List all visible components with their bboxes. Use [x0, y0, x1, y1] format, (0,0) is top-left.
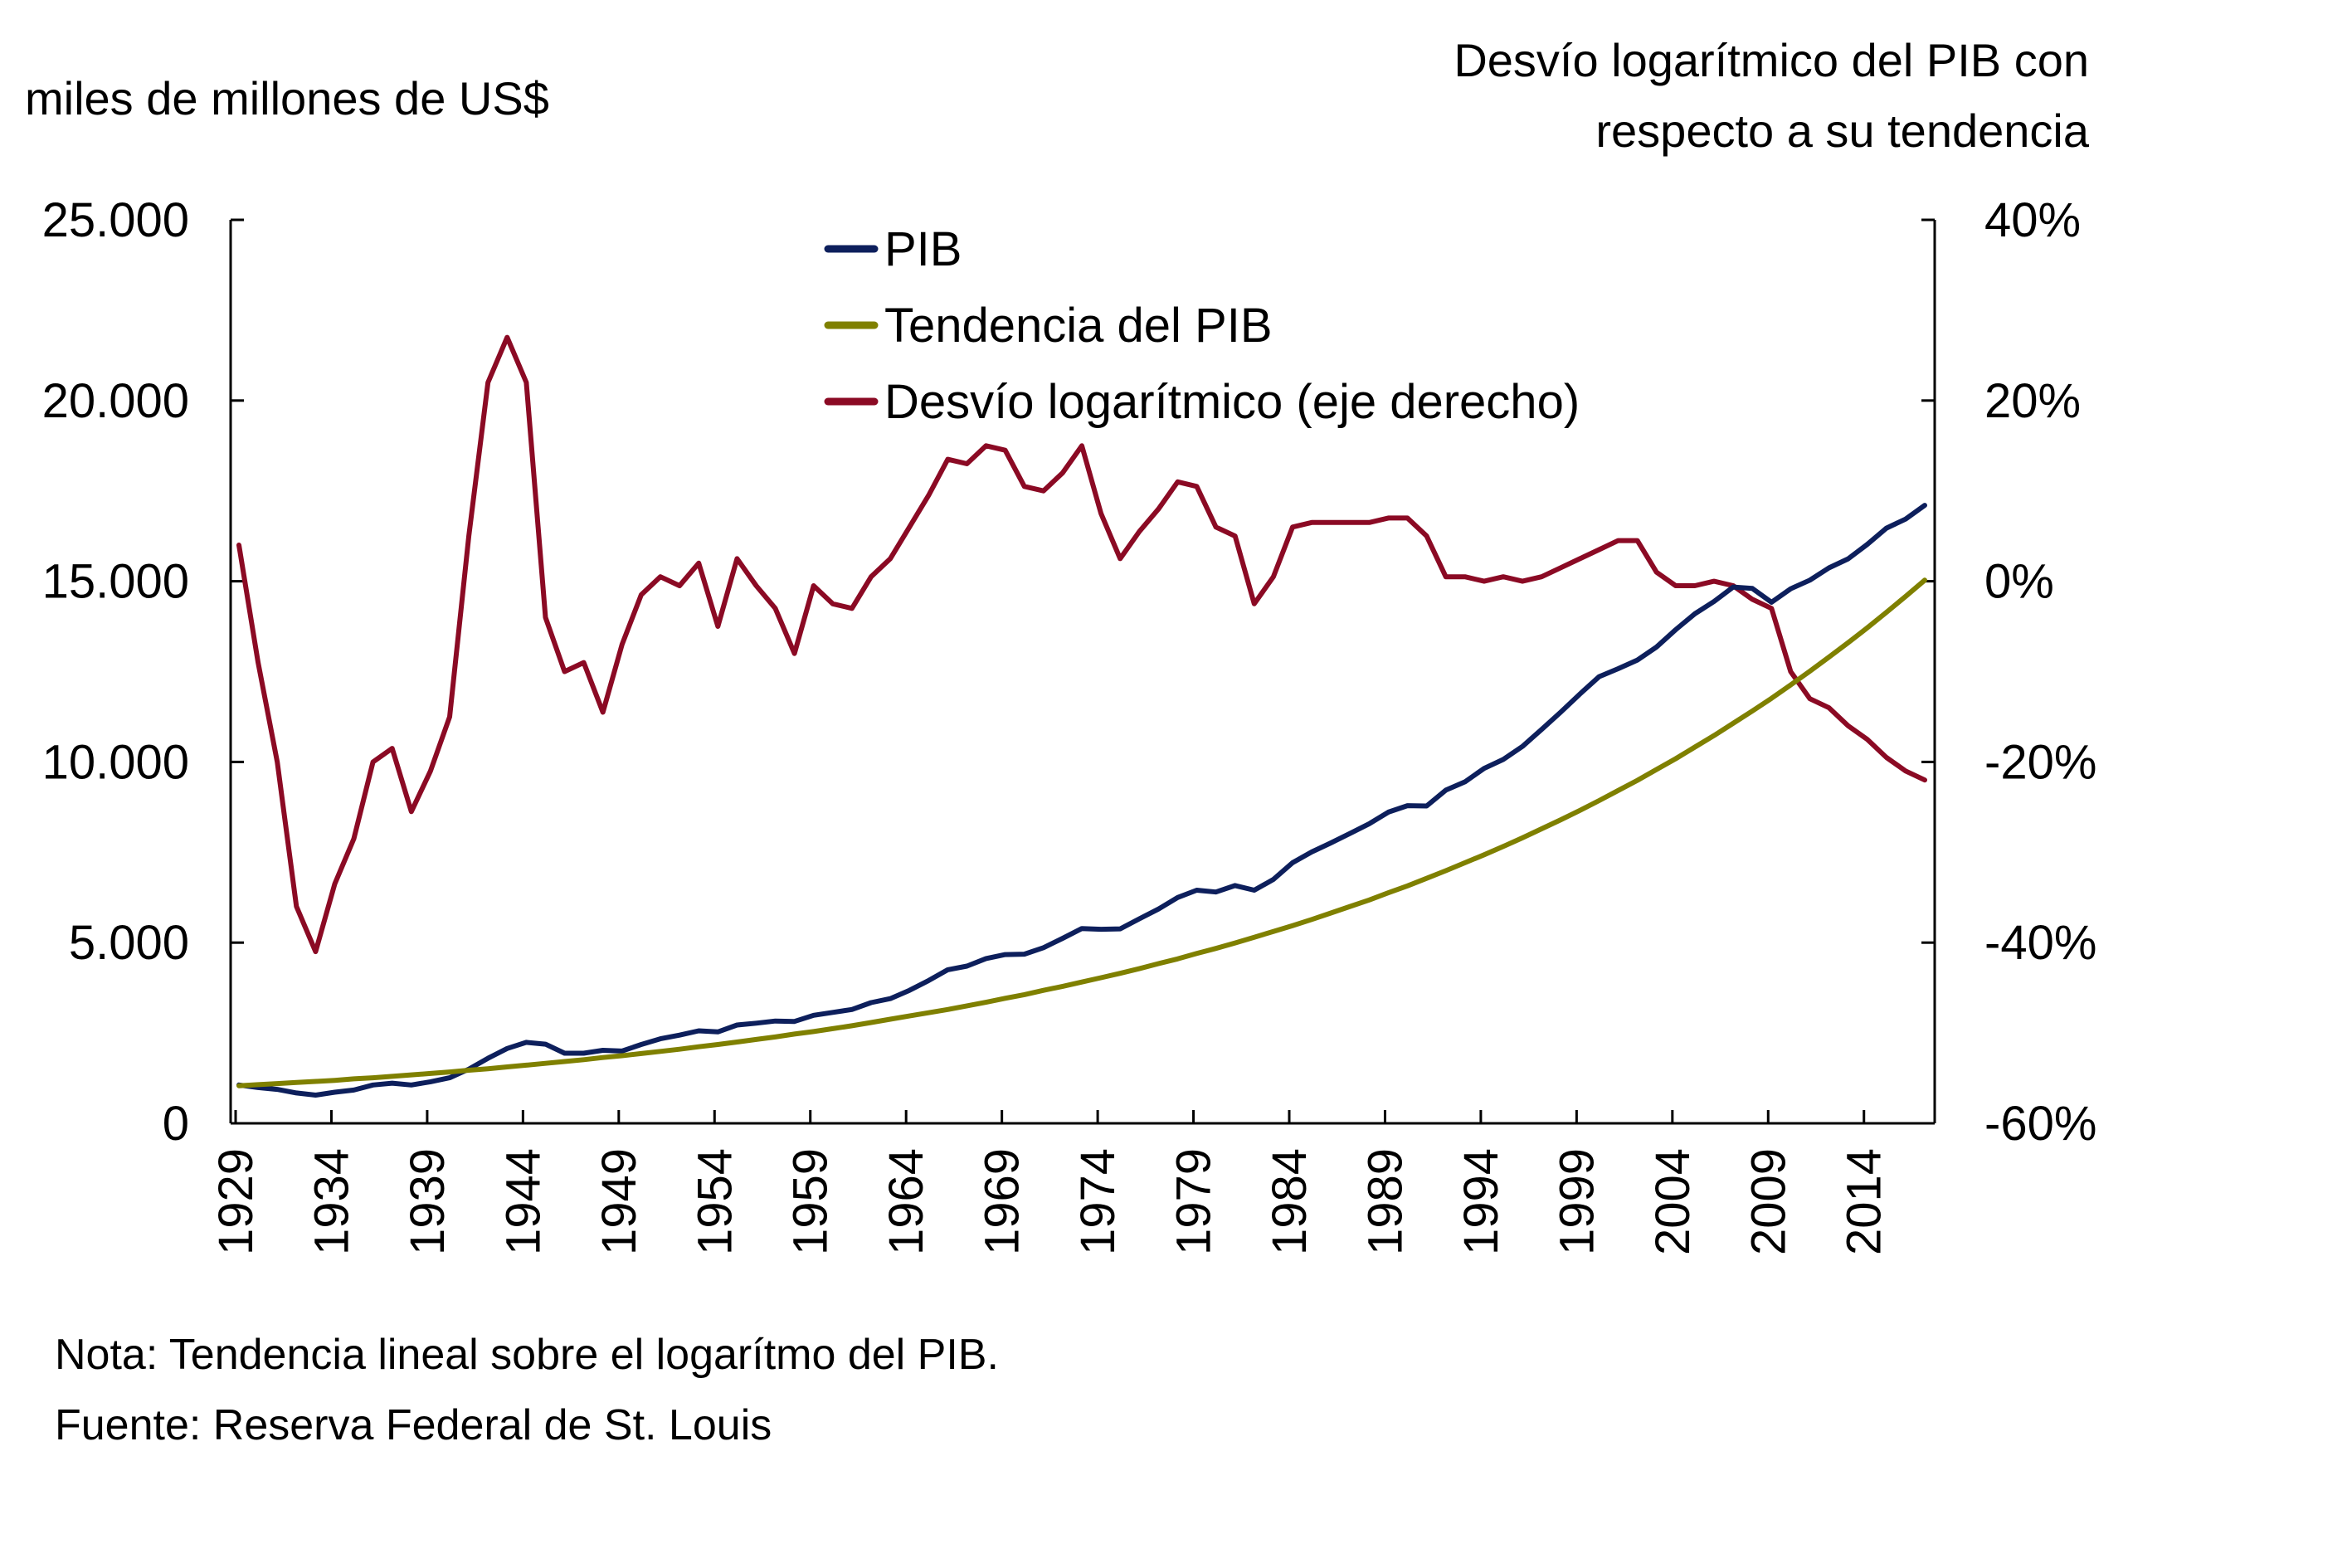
xtick-label: 1949	[592, 1148, 646, 1255]
right-ytick-label: 40%	[1984, 193, 2081, 247]
xtick-label: 2014	[1838, 1148, 1892, 1255]
xtick-label: 1999	[1550, 1148, 1604, 1255]
xtick-label: 1974	[1071, 1148, 1125, 1255]
xtick-label: 1964	[879, 1148, 933, 1255]
xtick-label: 1934	[304, 1148, 358, 1255]
series-line-0	[236, 503, 1927, 1098]
legend: PIB Tendencia del PIB Desvío logarítmico (…	[824, 222, 1580, 429]
axes: 0 5.000 10.000 15.000 20.000 25.000 -60% -40% -2…	[42, 193, 2097, 1255]
right-ytick-label: -20%	[1984, 735, 2096, 789]
right-ytick-label: 0%	[1984, 555, 2054, 609]
left-ytick-label: 20.000	[42, 374, 189, 428]
series-line-1	[236, 577, 1927, 1088]
note-text: Nota: Tendencia lineal sobre el logarítm…	[55, 1331, 999, 1379]
xtick-label: 1939	[401, 1148, 455, 1255]
right-axis-title-line-2: respecto a su tendencia	[1595, 105, 2089, 157]
left-ytick-label: 15.000	[42, 555, 189, 609]
left-ytick-label: 5.000	[69, 916, 189, 970]
source-text: Fuente: Reserva Federal de St. Louis	[55, 1401, 772, 1449]
xtick-label: 1989	[1358, 1148, 1412, 1255]
xtick-label: 1959	[784, 1148, 838, 1255]
left-ytick-label: 25.000	[42, 193, 189, 247]
legend-label-2: Desvío logarítmico (eje derecho)	[884, 375, 1580, 429]
xtick-label: 2009	[1741, 1148, 1795, 1255]
xtick-label: 1994	[1454, 1148, 1508, 1255]
xtick-label: 1969	[976, 1148, 1030, 1255]
left-ytick-label: 10.000	[42, 735, 189, 789]
xtick-label: 1984	[1263, 1148, 1317, 1255]
xtick-label: 1954	[688, 1148, 742, 1255]
series-line-2	[236, 334, 1927, 955]
series-layer	[236, 334, 1927, 1098]
xtick-label: 1944	[496, 1148, 550, 1255]
right-axis-title-line-1: Desvío logarítmico del PIB con	[1454, 34, 2089, 86]
xtick-label: 1979	[1167, 1148, 1221, 1255]
xtick-label: 2004	[1646, 1148, 1700, 1255]
left-axis-title: miles de millones de US$	[25, 72, 549, 124]
right-ytick-label: -40%	[1984, 916, 2096, 970]
legend-label-0: PIB	[884, 222, 962, 276]
right-ytick-label: 20%	[1984, 374, 2081, 428]
left-ytick-label: 0	[163, 1097, 189, 1151]
xtick-label: 1929	[209, 1148, 263, 1255]
legend-label-1: Tendencia del PIB	[884, 299, 1273, 353]
right-ytick-label: -60%	[1984, 1097, 2096, 1151]
